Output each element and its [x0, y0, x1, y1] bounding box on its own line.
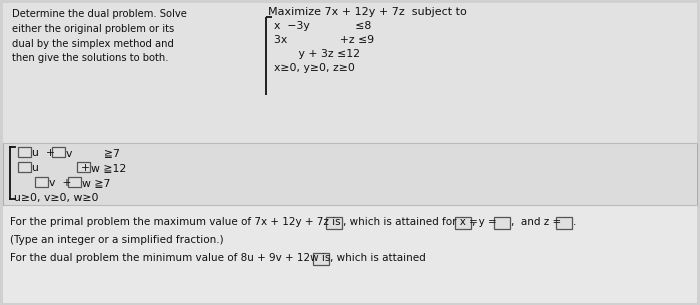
Text: Maximize 7x + 12y + 7z  subject to: Maximize 7x + 12y + 7z subject to	[268, 7, 467, 17]
Text: w ≧12: w ≧12	[91, 163, 126, 173]
FancyBboxPatch shape	[77, 162, 90, 172]
FancyBboxPatch shape	[313, 253, 329, 265]
Text: w ≧7: w ≧7	[82, 178, 111, 188]
FancyBboxPatch shape	[3, 143, 697, 205]
Text: x≥0, y≥0, z≥0: x≥0, y≥0, z≥0	[274, 63, 355, 73]
FancyBboxPatch shape	[3, 3, 697, 143]
Text: , which is attained for x =: , which is attained for x =	[343, 217, 478, 227]
Text: , which is attained: , which is attained	[330, 253, 426, 263]
Text: For the dual problem the minimum value of 8u + 9v + 12w is: For the dual problem the minimum value o…	[10, 253, 330, 263]
FancyBboxPatch shape	[326, 217, 342, 229]
Text: v  +: v +	[49, 178, 71, 188]
Text: y + 3z ≤12: y + 3z ≤12	[274, 49, 360, 59]
Text: For the primal problem the maximum value of 7x + 12y + 7z is: For the primal problem the maximum value…	[10, 217, 341, 227]
FancyBboxPatch shape	[18, 147, 31, 157]
Text: Determine the dual problem. Solve
either the original problem or its
dual by the: Determine the dual problem. Solve either…	[12, 9, 187, 63]
Text: 3x               +z ≤9: 3x +z ≤9	[274, 35, 374, 45]
Text: , y =: , y =	[472, 217, 497, 227]
FancyBboxPatch shape	[455, 217, 471, 229]
FancyBboxPatch shape	[18, 162, 31, 172]
FancyBboxPatch shape	[3, 205, 697, 303]
FancyBboxPatch shape	[52, 147, 65, 157]
Text: ,  and z =: , and z =	[511, 217, 561, 227]
Text: u≥0, v≥0, w≥0: u≥0, v≥0, w≥0	[14, 193, 99, 203]
Text: (Type an integer or a simplified fraction.): (Type an integer or a simplified fractio…	[10, 235, 223, 245]
FancyBboxPatch shape	[68, 177, 81, 187]
Text: x  −3y             ≤8: x −3y ≤8	[274, 21, 371, 31]
FancyBboxPatch shape	[35, 177, 48, 187]
Text: u            +: u +	[32, 163, 90, 173]
FancyBboxPatch shape	[556, 217, 572, 229]
Text: .: .	[573, 217, 576, 227]
Text: u  +: u +	[32, 148, 55, 158]
Text: v         ≧7: v ≧7	[66, 148, 120, 158]
FancyBboxPatch shape	[494, 217, 510, 229]
